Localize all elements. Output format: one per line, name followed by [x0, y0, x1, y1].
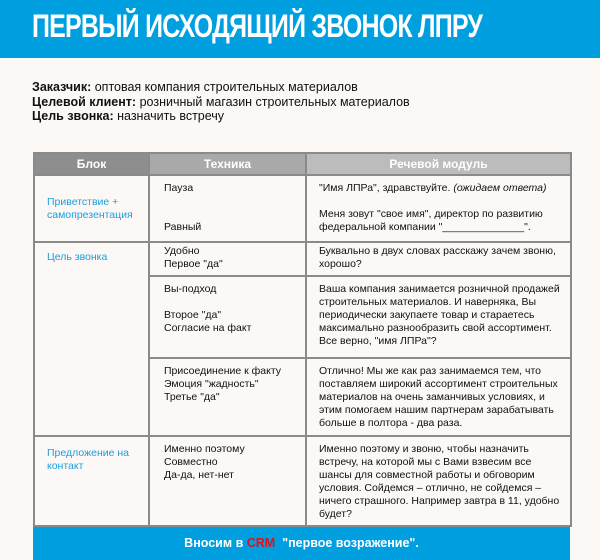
page-title: ПЕРВЫЙ ИСХОДЯЩИЙ ЗВОНОК ЛПРУ	[32, 8, 483, 44]
speech-cell: Именно поэтому и звоню, чтобы назначить …	[305, 435, 572, 527]
technique-cell: Присоединение к факту Эмоция "жадность" …	[148, 357, 307, 437]
info-target-client: Целевой клиент: розничный магазин строит…	[32, 94, 410, 109]
header-technique: Техника	[148, 152, 307, 176]
technique-cell: Именно поэтому Совместно Да-да, нет-нет	[148, 435, 307, 527]
table-row: Цель звонка Удобно Первое "да" Буквально…	[33, 241, 572, 437]
header-speech-module: Речевой модуль	[305, 152, 572, 176]
script-section: Блок Техника Речевой модуль Приветствие …	[33, 152, 572, 560]
speech-cell: "Имя ЛПРа", здравствуйте. (ожидаем ответ…	[305, 174, 572, 243]
script-table: Блок Техника Речевой модуль Приветствие …	[33, 152, 572, 527]
table-row: Предложение на контакт Именно поэтому Со…	[33, 435, 572, 527]
technique-cell: Удобно Первое "да"	[148, 241, 307, 277]
table-row: Вы-подход Второе "да" Согласие на факт В…	[34, 275, 572, 359]
speech-cell: Ваша компания занимается розничной прода…	[305, 275, 572, 359]
title-banner: ПЕРВЫЙ ИСХОДЯЩИЙ ЗВОНОК ЛПРУ	[0, 0, 600, 58]
info-customer: Заказчик: оптовая компания строительных …	[32, 80, 358, 94]
info-call-goal: Цель звонка: назначить встречу	[32, 109, 225, 124]
table-row: Приветствие + самопрезентация Пауза Равн…	[33, 174, 572, 243]
block-cell: Приветствие + самопрезентация	[33, 174, 150, 243]
crm-label: CRM	[246, 536, 276, 550]
header-block: Блок	[33, 152, 150, 176]
technique-cell: Вы-подход Второе "да" Согласие на факт	[148, 275, 307, 359]
speech-cell: Отлично! Мы же как раз занимаемся тем, ч…	[305, 357, 572, 437]
block-cell: Предложение на контакт	[33, 435, 150, 527]
table-header-row: Блок Техника Речевой модуль	[33, 152, 572, 176]
speech-cell: Буквально в двух словах расскажу зачем з…	[305, 241, 572, 277]
footer-banner: Вносим в CRM "первое возражение".	[33, 527, 570, 560]
block-cell: Цель звонка	[33, 241, 150, 437]
table-row: Присоединение к факту Эмоция "жадность" …	[34, 357, 572, 437]
call-info: Заказчик: оптовая компания строительных …	[32, 80, 410, 124]
technique-cell: Пауза Равный	[148, 174, 307, 243]
